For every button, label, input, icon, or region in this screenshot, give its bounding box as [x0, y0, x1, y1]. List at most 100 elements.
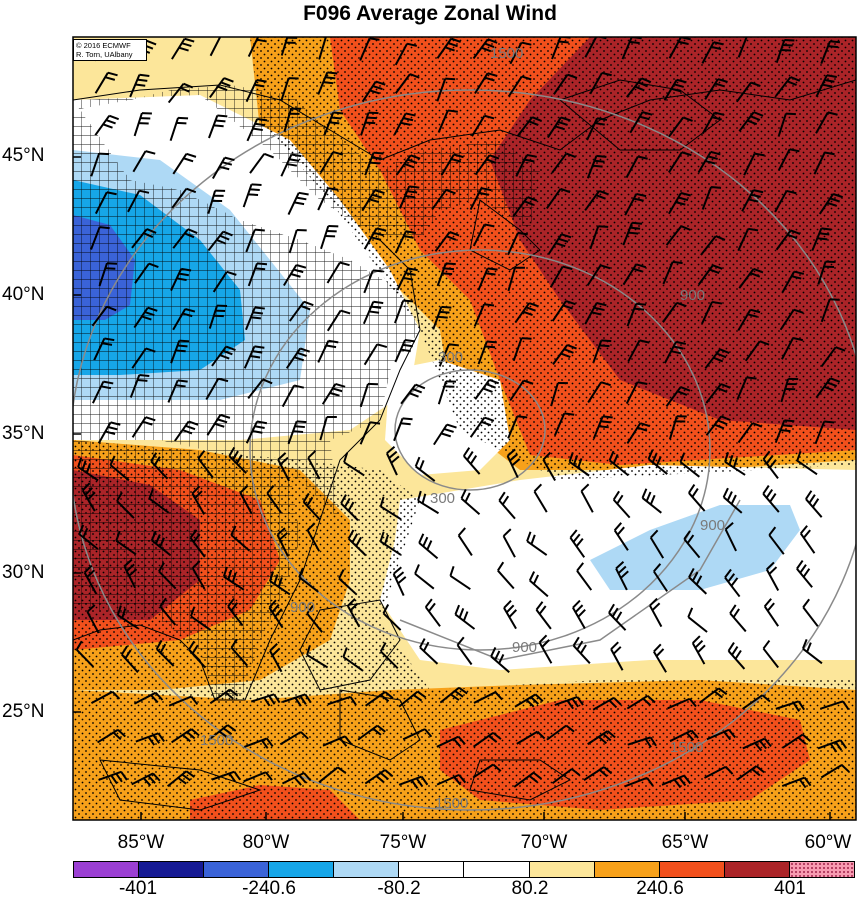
wind-barb [189, 606, 212, 631]
wind-barb [399, 185, 420, 209]
wind-barb [171, 728, 200, 744]
contour-label: 900 [512, 639, 537, 656]
wind-barb [608, 450, 629, 477]
wind-barb [724, 568, 741, 598]
wind-barb [173, 420, 199, 442]
wind-barb [724, 451, 746, 476]
wind-barb [398, 690, 427, 708]
wind-barb [727, 642, 746, 670]
wind-barb [820, 346, 846, 368]
wind-barb [474, 378, 500, 400]
wind-barb [342, 647, 364, 672]
contour-label: 1500 [200, 732, 233, 749]
wind-barb [431, 189, 456, 211]
wind-barb [347, 529, 367, 557]
contour-300 [394, 369, 546, 491]
colorbar-label: 80.2 [511, 878, 549, 899]
wind-barb [768, 526, 785, 555]
wind-barb [705, 383, 731, 404]
wind-barb [741, 189, 764, 212]
colorbar-segment [529, 862, 595, 877]
wind-barb [364, 769, 394, 785]
wind-barb [243, 345, 265, 369]
wind-barb [625, 77, 652, 98]
contour-labels: 1500 900 300 300 900 900 900 1500 1500 1… [200, 45, 725, 812]
wind-barb [398, 775, 429, 789]
contour-900-east [399, 499, 741, 661]
wind-barb [610, 641, 624, 671]
wind-barb [542, 451, 556, 482]
contour-label: 300 [438, 349, 463, 366]
light-blue-region-central [590, 505, 800, 590]
wind-barb [587, 381, 611, 403]
wind-barb [743, 152, 765, 176]
wind-barb [762, 450, 779, 479]
wind-barb [78, 524, 99, 550]
wind-barb [704, 348, 730, 369]
wind-barb [586, 154, 607, 179]
wind-barb [569, 529, 586, 558]
wind-barb [516, 116, 542, 137]
wind-barb [362, 300, 384, 325]
wind-barb [283, 264, 307, 287]
wind-barb [665, 386, 691, 407]
wind-barb [729, 604, 747, 633]
wind-barb [98, 770, 128, 785]
wind-barb [704, 78, 728, 100]
wind-barb [94, 71, 118, 94]
wind-barb [683, 530, 701, 559]
wind-barb [394, 230, 416, 254]
wind-barb [306, 604, 323, 633]
wind-barb [780, 377, 799, 403]
wind-barb [172, 228, 198, 249]
wind-barb [393, 417, 413, 442]
lon-label: 75°W [379, 832, 427, 853]
wind-barb [626, 422, 651, 444]
contour-label: 900 [290, 599, 315, 616]
wind-barb [551, 152, 577, 174]
wind-barb [326, 261, 350, 284]
wind-barb [584, 302, 607, 325]
wind-barb [269, 643, 283, 673]
lat-label: 25°N [2, 701, 45, 722]
wind-barb [197, 449, 214, 479]
wind-barb [208, 304, 228, 329]
wind-barb [230, 638, 249, 667]
wind-barb [247, 378, 273, 400]
wind-barb [439, 686, 468, 704]
wind-barb [402, 728, 433, 741]
wind-barb [436, 262, 456, 287]
contour-label: 300 [430, 490, 455, 507]
wind-barb [227, 597, 244, 627]
wind-barb [547, 233, 572, 256]
colorbar-segment [464, 862, 530, 877]
wind-barb [568, 452, 590, 477]
wind-barb [287, 191, 309, 215]
colorbar-segment [334, 862, 400, 877]
lat-label: 45°N [2, 145, 45, 166]
lon-label: 85°W [117, 832, 165, 853]
contour-900 [249, 249, 711, 651]
wind-barb [592, 415, 613, 440]
wind-barb [166, 770, 196, 788]
plot-area: 1500 900 300 300 900 900 900 1500 1500 1… [73, 37, 856, 820]
wind-barb [502, 528, 516, 558]
wind-barb [629, 111, 653, 134]
wind-barb [763, 598, 780, 627]
wind-barb [97, 728, 126, 744]
wind-barb [815, 74, 837, 98]
wind-barb [207, 230, 233, 252]
wind-barb [209, 688, 239, 705]
wind-barb [245, 420, 268, 444]
wind-barb [796, 559, 813, 588]
wind-barb [662, 301, 687, 323]
wind-barb [155, 639, 175, 667]
wind-barb [586, 264, 611, 287]
wind-barb [361, 189, 385, 212]
wind-barb [550, 382, 568, 407]
wind-barb [94, 114, 120, 136]
wind-barb [90, 690, 121, 704]
colorbar-segment [399, 862, 465, 877]
wind-barb [158, 562, 177, 590]
contour-label: 1500 [435, 795, 468, 812]
